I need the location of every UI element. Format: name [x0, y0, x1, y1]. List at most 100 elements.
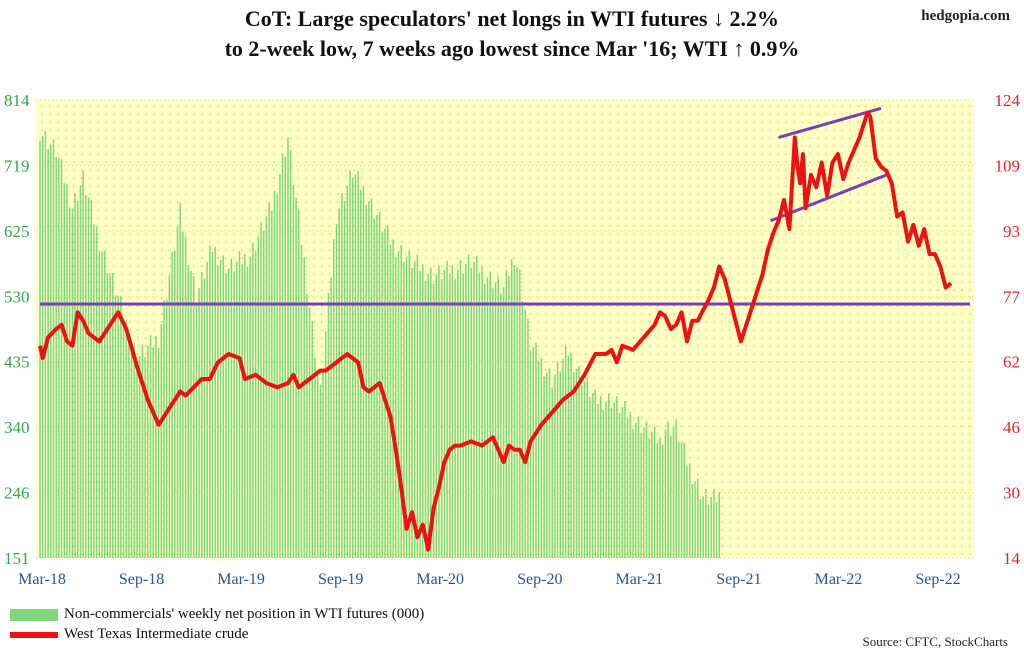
- net-position-bar: [101, 251, 103, 558]
- net-position-bar: [551, 387, 553, 558]
- net-position-bar: [586, 377, 588, 558]
- left-axis-tick: 246: [4, 484, 30, 503]
- net-position-bar: [699, 499, 702, 558]
- net-position-bar: [319, 384, 322, 558]
- net-position-bar: [112, 272, 114, 558]
- right-axis-tick: 62: [1003, 353, 1020, 372]
- net-position-bar: [160, 324, 163, 558]
- net-position-bar: [138, 355, 141, 558]
- net-position-bar: [90, 199, 92, 559]
- net-position-bar: [430, 267, 432, 558]
- net-position-bar: [241, 264, 243, 558]
- net-position-bar: [316, 371, 319, 558]
- net-position-bar: [572, 372, 575, 558]
- net-position-bar: [672, 427, 675, 558]
- right-axis-tick: 93: [1003, 222, 1020, 241]
- net-position-bar: [85, 195, 87, 558]
- net-position-bar: [707, 504, 710, 558]
- net-position-bar: [93, 224, 95, 559]
- x-axis-tick: Mar-20: [416, 571, 464, 588]
- legend-label-wti: West Texas Intermediate crude: [64, 626, 249, 642]
- net-position-bar: [664, 429, 667, 558]
- net-position-bar: [419, 270, 421, 558]
- net-position-bar: [314, 357, 316, 558]
- net-position-bar: [246, 266, 249, 558]
- net-position-bar: [575, 369, 578, 558]
- net-position-bar: [497, 276, 500, 558]
- x-axis-tick: Mar-19: [217, 571, 265, 588]
- net-position-bar: [543, 376, 545, 558]
- net-position-bar: [629, 411, 632, 558]
- net-position-bar: [599, 395, 602, 558]
- net-position-bar: [529, 350, 532, 558]
- net-position-bar: [670, 435, 672, 558]
- net-position-bar: [341, 193, 343, 558]
- source-label: Source: CFTC, StockCharts: [862, 634, 1008, 649]
- net-position-bar: [211, 251, 214, 558]
- net-position-bar: [82, 170, 84, 558]
- right-axis-tick: 109: [995, 156, 1021, 175]
- net-position-bar: [262, 230, 265, 559]
- left-axis: 814 719 625 530 435 340 246 151: [4, 91, 30, 568]
- right-axis-tick: 46: [1003, 418, 1020, 437]
- right-axis: 124 109 93 77 62 46 30 14: [995, 91, 1021, 568]
- net-position-bar: [519, 269, 521, 558]
- net-position-bar: [462, 273, 464, 558]
- net-position-bar: [602, 410, 605, 558]
- net-position-bar: [578, 365, 580, 558]
- net-position-bar: [446, 260, 448, 558]
- net-position-bar: [705, 489, 707, 558]
- net-position-bar: [597, 403, 599, 558]
- net-position-bar: [691, 483, 694, 558]
- x-axis-tick: Sep-18: [119, 571, 164, 588]
- net-position-bar: [397, 250, 400, 558]
- net-position-bar: [510, 259, 513, 558]
- net-position-bar: [300, 245, 303, 558]
- net-position-bar: [98, 251, 101, 558]
- net-position-bar: [343, 200, 346, 559]
- net-position-bar: [459, 260, 462, 558]
- net-position-bar: [556, 361, 559, 558]
- net-position-bar: [653, 426, 656, 558]
- chart-title-line-2: to 2-week low, 7 weeks ago lowest since …: [224, 36, 800, 61]
- net-position-bar: [424, 280, 427, 558]
- net-position-bar: [548, 368, 551, 558]
- left-axis-tick: 151: [4, 549, 30, 568]
- net-position-bar: [608, 393, 610, 558]
- net-position-bar: [470, 267, 473, 558]
- trendline-1: [778, 106, 882, 139]
- net-position-bar: [694, 481, 696, 558]
- x-axis-tick: Sep-20: [517, 571, 562, 588]
- x-axis-tick: Mar-22: [815, 571, 863, 588]
- right-axis-tick: 30: [1003, 484, 1020, 503]
- net-position-bar: [244, 254, 246, 558]
- net-position-bar: [680, 442, 683, 558]
- net-position-bar: [106, 273, 109, 558]
- net-position-bar: [368, 201, 370, 558]
- net-position-bar: [562, 358, 564, 558]
- net-position-bar: [122, 319, 125, 558]
- net-position-bar: [535, 342, 537, 558]
- legend-item-wti: West Texas Intermediate crude: [10, 626, 248, 643]
- net-position-bar: [71, 208, 74, 558]
- net-position-bar: [41, 135, 44, 558]
- x-axis-tick: Sep-21: [716, 571, 761, 588]
- net-position-bar: [484, 283, 486, 558]
- net-position-bar: [546, 372, 548, 558]
- net-position-bar: [273, 190, 276, 559]
- net-position-bar: [427, 274, 429, 558]
- net-position-bar: [537, 361, 540, 558]
- net-position-bar: [281, 154, 284, 559]
- net-position-bar: [413, 261, 416, 558]
- net-position-bar: [203, 278, 206, 558]
- net-position-bar: [581, 385, 583, 558]
- left-axis-tick: 625: [4, 222, 30, 241]
- net-position-bar: [405, 256, 408, 558]
- net-position-bar: [564, 345, 567, 558]
- net-position-bar: [616, 396, 618, 558]
- net-position-bars: [36, 99, 974, 559]
- net-position-bar: [233, 271, 235, 558]
- net-position-bar: [149, 335, 152, 558]
